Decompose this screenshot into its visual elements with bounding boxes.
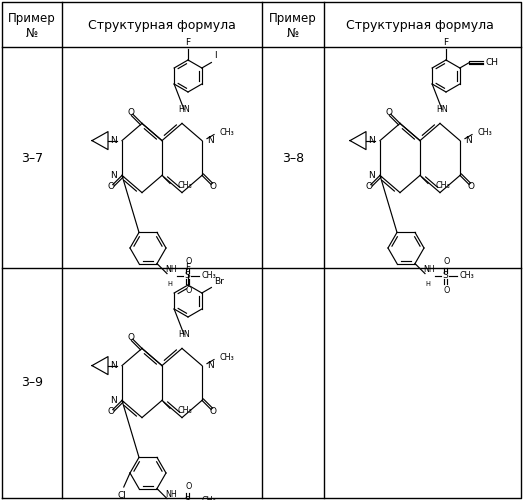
- Text: S: S: [184, 496, 190, 500]
- Text: N: N: [368, 171, 375, 180]
- Text: N: N: [207, 136, 214, 145]
- Text: F: F: [186, 38, 190, 47]
- Text: N: N: [368, 136, 375, 145]
- Text: 3–9: 3–9: [21, 376, 43, 390]
- Text: O: O: [107, 182, 115, 191]
- Text: S: S: [442, 271, 448, 280]
- Text: N: N: [110, 136, 117, 145]
- Text: N: N: [110, 396, 117, 405]
- Text: CH₃: CH₃: [478, 128, 493, 137]
- Text: O: O: [186, 482, 192, 490]
- Text: N: N: [110, 171, 117, 180]
- Text: Пример
№: Пример №: [8, 12, 56, 40]
- Text: N: N: [465, 136, 472, 145]
- Text: O: O: [210, 407, 217, 416]
- Text: O: O: [365, 182, 372, 191]
- Text: H: H: [167, 280, 173, 286]
- Text: HN: HN: [178, 330, 190, 340]
- Text: N: N: [207, 361, 214, 370]
- Text: Структурная формула: Структурная формула: [346, 20, 494, 32]
- Text: O: O: [107, 407, 115, 416]
- Text: O: O: [186, 256, 192, 266]
- Text: NH: NH: [165, 490, 177, 498]
- Text: Br: Br: [214, 276, 224, 285]
- Text: HN: HN: [436, 106, 448, 114]
- Text: NH: NH: [165, 264, 177, 274]
- Text: Cl: Cl: [117, 491, 126, 500]
- Text: CH₃: CH₃: [459, 271, 474, 280]
- Text: Пример
№: Пример №: [269, 12, 317, 40]
- Text: F: F: [186, 263, 190, 272]
- Text: CH₃: CH₃: [436, 181, 451, 190]
- Text: O: O: [385, 108, 392, 116]
- Text: H: H: [426, 280, 430, 286]
- Text: NH: NH: [423, 264, 435, 274]
- Text: O: O: [127, 332, 134, 342]
- Text: O: O: [127, 108, 134, 116]
- Text: S: S: [184, 271, 190, 280]
- Text: 3–7: 3–7: [21, 152, 43, 164]
- Text: F: F: [444, 38, 449, 47]
- Text: CH₃: CH₃: [178, 181, 193, 190]
- Text: O: O: [444, 286, 450, 294]
- Text: Структурная формула: Структурная формула: [88, 20, 236, 32]
- Text: CH₃: CH₃: [201, 271, 216, 280]
- Text: CH₃: CH₃: [178, 406, 193, 415]
- Text: O: O: [468, 182, 475, 191]
- Text: O: O: [186, 286, 192, 294]
- Text: N: N: [110, 361, 117, 370]
- Text: I: I: [214, 52, 217, 60]
- Text: O: O: [210, 182, 217, 191]
- Text: HN: HN: [178, 106, 190, 114]
- Text: CH: CH: [485, 58, 498, 67]
- Text: O: O: [444, 256, 450, 266]
- Text: CH₃: CH₃: [220, 353, 235, 362]
- Text: 3–8: 3–8: [282, 152, 304, 164]
- Text: CH₃: CH₃: [220, 128, 235, 137]
- Text: CH₃: CH₃: [201, 496, 216, 500]
